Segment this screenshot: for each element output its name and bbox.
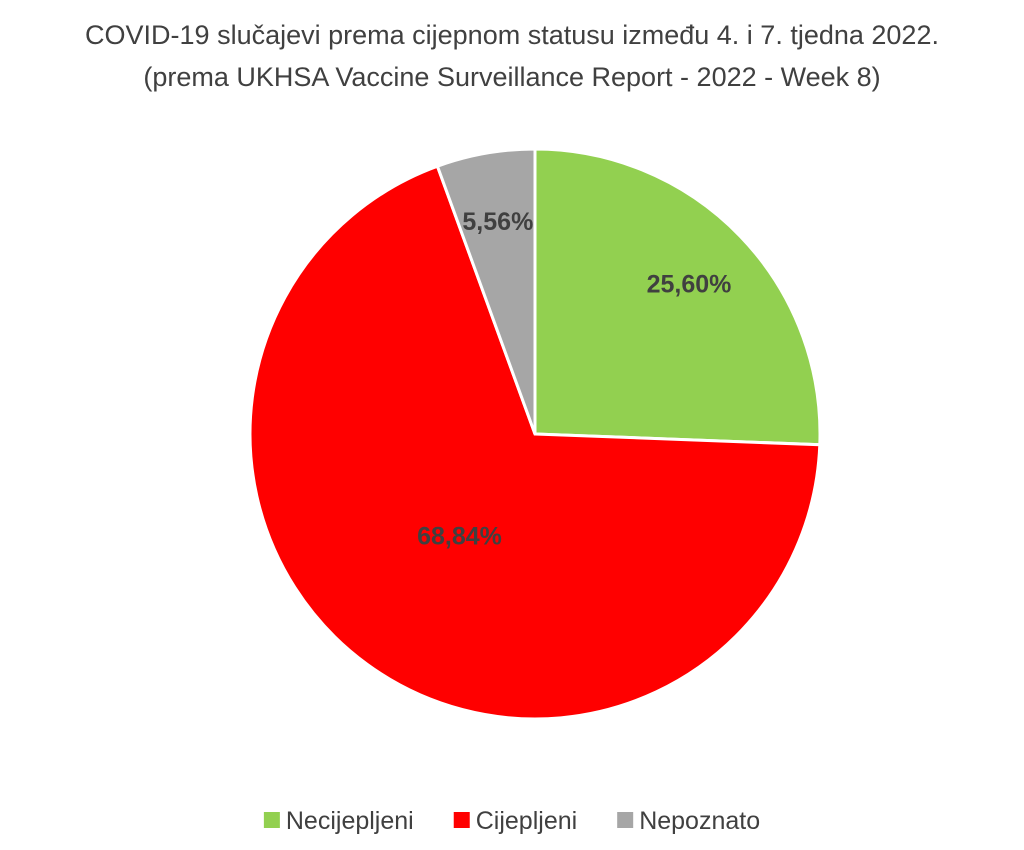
legend-swatch [453, 812, 470, 828]
pie-slice [435, 147, 537, 435]
slice-label: 5,56% [462, 208, 533, 236]
chart-subtitle: (prema UKHSA Vaccine Surveillance Report… [143, 62, 880, 92]
pie [248, 147, 822, 721]
pie-slice [248, 164, 822, 721]
legend: Necijepljeni Cijepljeni Nepoznato [263, 807, 760, 835]
chart-title: COVID-19 slučajevi prema cijepnom status… [85, 20, 939, 50]
pie-slice [533, 147, 822, 447]
legend-label: Necijepljeni [286, 807, 414, 835]
legend-label: Nepoznato [639, 807, 760, 835]
slice-label: 68,84% [417, 522, 502, 550]
slice-labels: 25,60% 68,84% 5,56% [417, 208, 731, 550]
legend-swatch [263, 812, 280, 828]
legend-label: Cijepljeni [476, 807, 577, 835]
legend-swatch [617, 812, 634, 828]
slice-label: 25,60% [647, 270, 732, 298]
